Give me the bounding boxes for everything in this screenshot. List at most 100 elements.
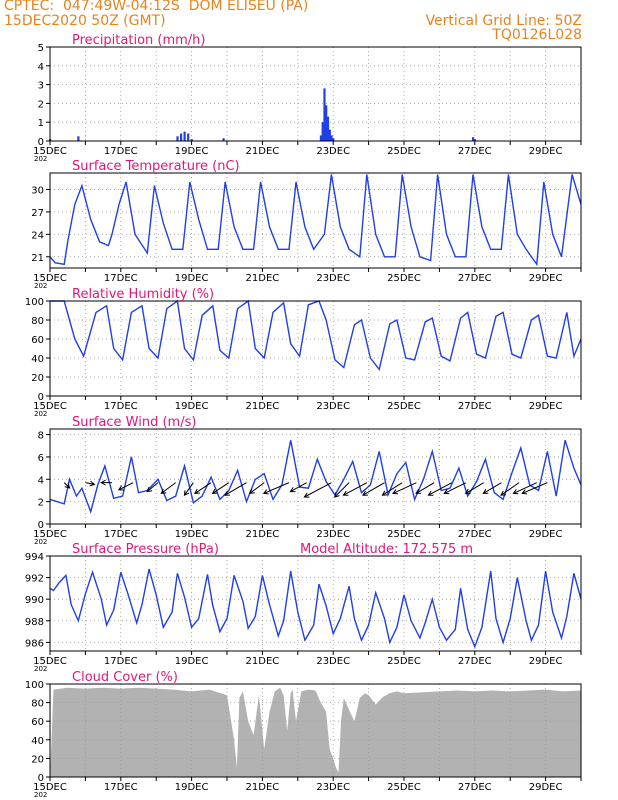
press-panel <box>46 555 582 655</box>
precip-bar <box>473 139 476 141</box>
wind-wind-arrowhead <box>117 485 124 491</box>
wind-wind-vector <box>362 482 385 496</box>
press-xtick-label: 19DEC <box>175 656 209 667</box>
wind-wind-arrowhead <box>303 492 310 498</box>
cloud-xtick-label: 17DEC <box>104 782 138 793</box>
precip-bar <box>190 139 193 141</box>
precip-ytick-label: 4 <box>38 62 44 73</box>
cloud-xtick-label: 29DEC <box>529 782 563 793</box>
press-xtick-label: 21DEC <box>246 656 280 667</box>
rh-ytick-label: 0 <box>38 392 44 403</box>
wind-wind-vector <box>161 482 176 494</box>
precip-xtick-label: 23DEC <box>316 146 350 157</box>
press-xtick-label: 23DEC <box>316 656 350 667</box>
precip-bar <box>321 122 324 141</box>
wind-ytick-label: 4 <box>38 475 44 486</box>
cloud-ytick-label: 0 <box>38 773 44 784</box>
wind-title: Surface Wind (m/s) <box>72 415 196 430</box>
cloud-xtick-label: 21DEC <box>246 782 280 793</box>
rh-ytick-label: 60 <box>31 335 44 346</box>
cloud-area <box>50 687 581 777</box>
wind-wind-vector <box>183 482 194 496</box>
wind-wind-arrowhead <box>427 490 434 496</box>
temp-xtick-label: 19DEC <box>175 273 209 284</box>
wind-wind-arrowhead <box>146 486 153 493</box>
wind-wind-vector <box>465 482 484 494</box>
press-ytick-label: 992 <box>25 574 44 585</box>
wind-xtick-label: 19DEC <box>175 529 209 540</box>
rh-xtick-label: 27DEC <box>458 401 492 412</box>
precip-bar <box>176 136 179 141</box>
cloud-year-label: 202 <box>34 791 47 799</box>
wind-wind-arrowhead <box>464 488 471 494</box>
precip-bar <box>330 135 333 141</box>
wind-wind-vector <box>118 482 134 491</box>
precip-xtick-label: 21DEC <box>246 146 280 157</box>
wind-ytick-label: 0 <box>38 520 44 531</box>
wind-wind-arrowhead <box>392 489 399 495</box>
wind-wind-arrowhead <box>289 487 296 493</box>
precip-bar <box>328 129 331 141</box>
press-model-altitude: Model Altitude: 172.575 m <box>300 542 473 557</box>
wind-wind-arrowhead <box>89 480 96 487</box>
rh-ytick-label: 40 <box>31 354 44 365</box>
precip-ytick-label: 5 <box>38 43 44 54</box>
rh-xtick-label: 25DEC <box>387 401 421 412</box>
press-xtick-label: 17DEC <box>104 656 138 667</box>
precip-bar <box>77 136 80 141</box>
wind-wind-arrowhead <box>262 489 269 495</box>
precip-ytick-label: 3 <box>38 81 44 92</box>
wind-wind-arrowhead <box>512 489 519 495</box>
wind-wind-vector <box>334 482 350 498</box>
precip-frame <box>49 46 582 142</box>
wind-year-label: 202 <box>34 538 47 546</box>
press-xtick-label: 15DEC <box>33 656 67 667</box>
temp-ytick-label: 27 <box>31 208 44 219</box>
press-xtick-label: 29DEC <box>529 656 563 667</box>
wind-wind-vector <box>500 482 520 496</box>
wind-panel <box>46 428 582 528</box>
press-xtick-label: 25DEC <box>387 656 421 667</box>
wind-wind-arrowhead <box>500 490 507 496</box>
header-model-id: TQ0126L028 <box>492 27 582 43</box>
temp-xtick-label: 21DEC <box>246 273 280 284</box>
press-ytick-label: 994 <box>25 552 44 563</box>
temp-line <box>49 174 582 267</box>
wind-wind-arrowhead <box>223 490 230 496</box>
wind-wind-vector <box>522 482 548 494</box>
precip-bar <box>187 133 190 141</box>
wind-wind-vector <box>290 482 307 493</box>
wind-ytick-label: 6 <box>38 453 44 464</box>
rh-year-label: 202 <box>34 410 47 418</box>
wind-xtick-label: 17DEC <box>104 529 138 540</box>
press-title: Surface Pressure (hPa) <box>72 542 219 557</box>
wind-wind-arrowhead <box>100 479 106 486</box>
precip-year-label: 202 <box>34 155 47 163</box>
wind-wind-arrowhead <box>361 490 368 496</box>
wind-wind-arrowhead <box>381 490 388 496</box>
temp-frame <box>49 172 582 269</box>
precip-bar <box>183 131 186 141</box>
temp-ytick-label: 30 <box>31 185 44 196</box>
rh-xtick-label: 21DEC <box>246 401 280 412</box>
precip-xtick-label: 17DEC <box>104 146 138 157</box>
rh-xtick-label: 23DEC <box>316 401 350 412</box>
cloud-ytick-label: 100 <box>25 680 44 691</box>
precip-panel <box>46 46 582 145</box>
rh-ytick-label: 100 <box>25 297 44 308</box>
wind-xtick-label: 23DEC <box>316 529 350 540</box>
precip-xtick-label: 27DEC <box>458 146 492 157</box>
rh-xtick-label: 15DEC <box>33 401 67 412</box>
wind-line <box>49 439 582 515</box>
precip-ytick-label: 1 <box>38 118 44 129</box>
wind-xtick-label: 25DEC <box>387 529 421 540</box>
wind-ytick-label: 2 <box>38 498 44 509</box>
wind-wind-arrowhead <box>160 488 167 495</box>
rh-frame <box>49 300 582 397</box>
rh-line <box>50 299 582 371</box>
header-datetime: 15DEC2020 50Z (GMT) <box>4 13 166 29</box>
wind-wind-vector <box>63 482 70 489</box>
press-year-label: 202 <box>34 665 47 673</box>
wind-wind-arrowhead <box>183 490 190 497</box>
